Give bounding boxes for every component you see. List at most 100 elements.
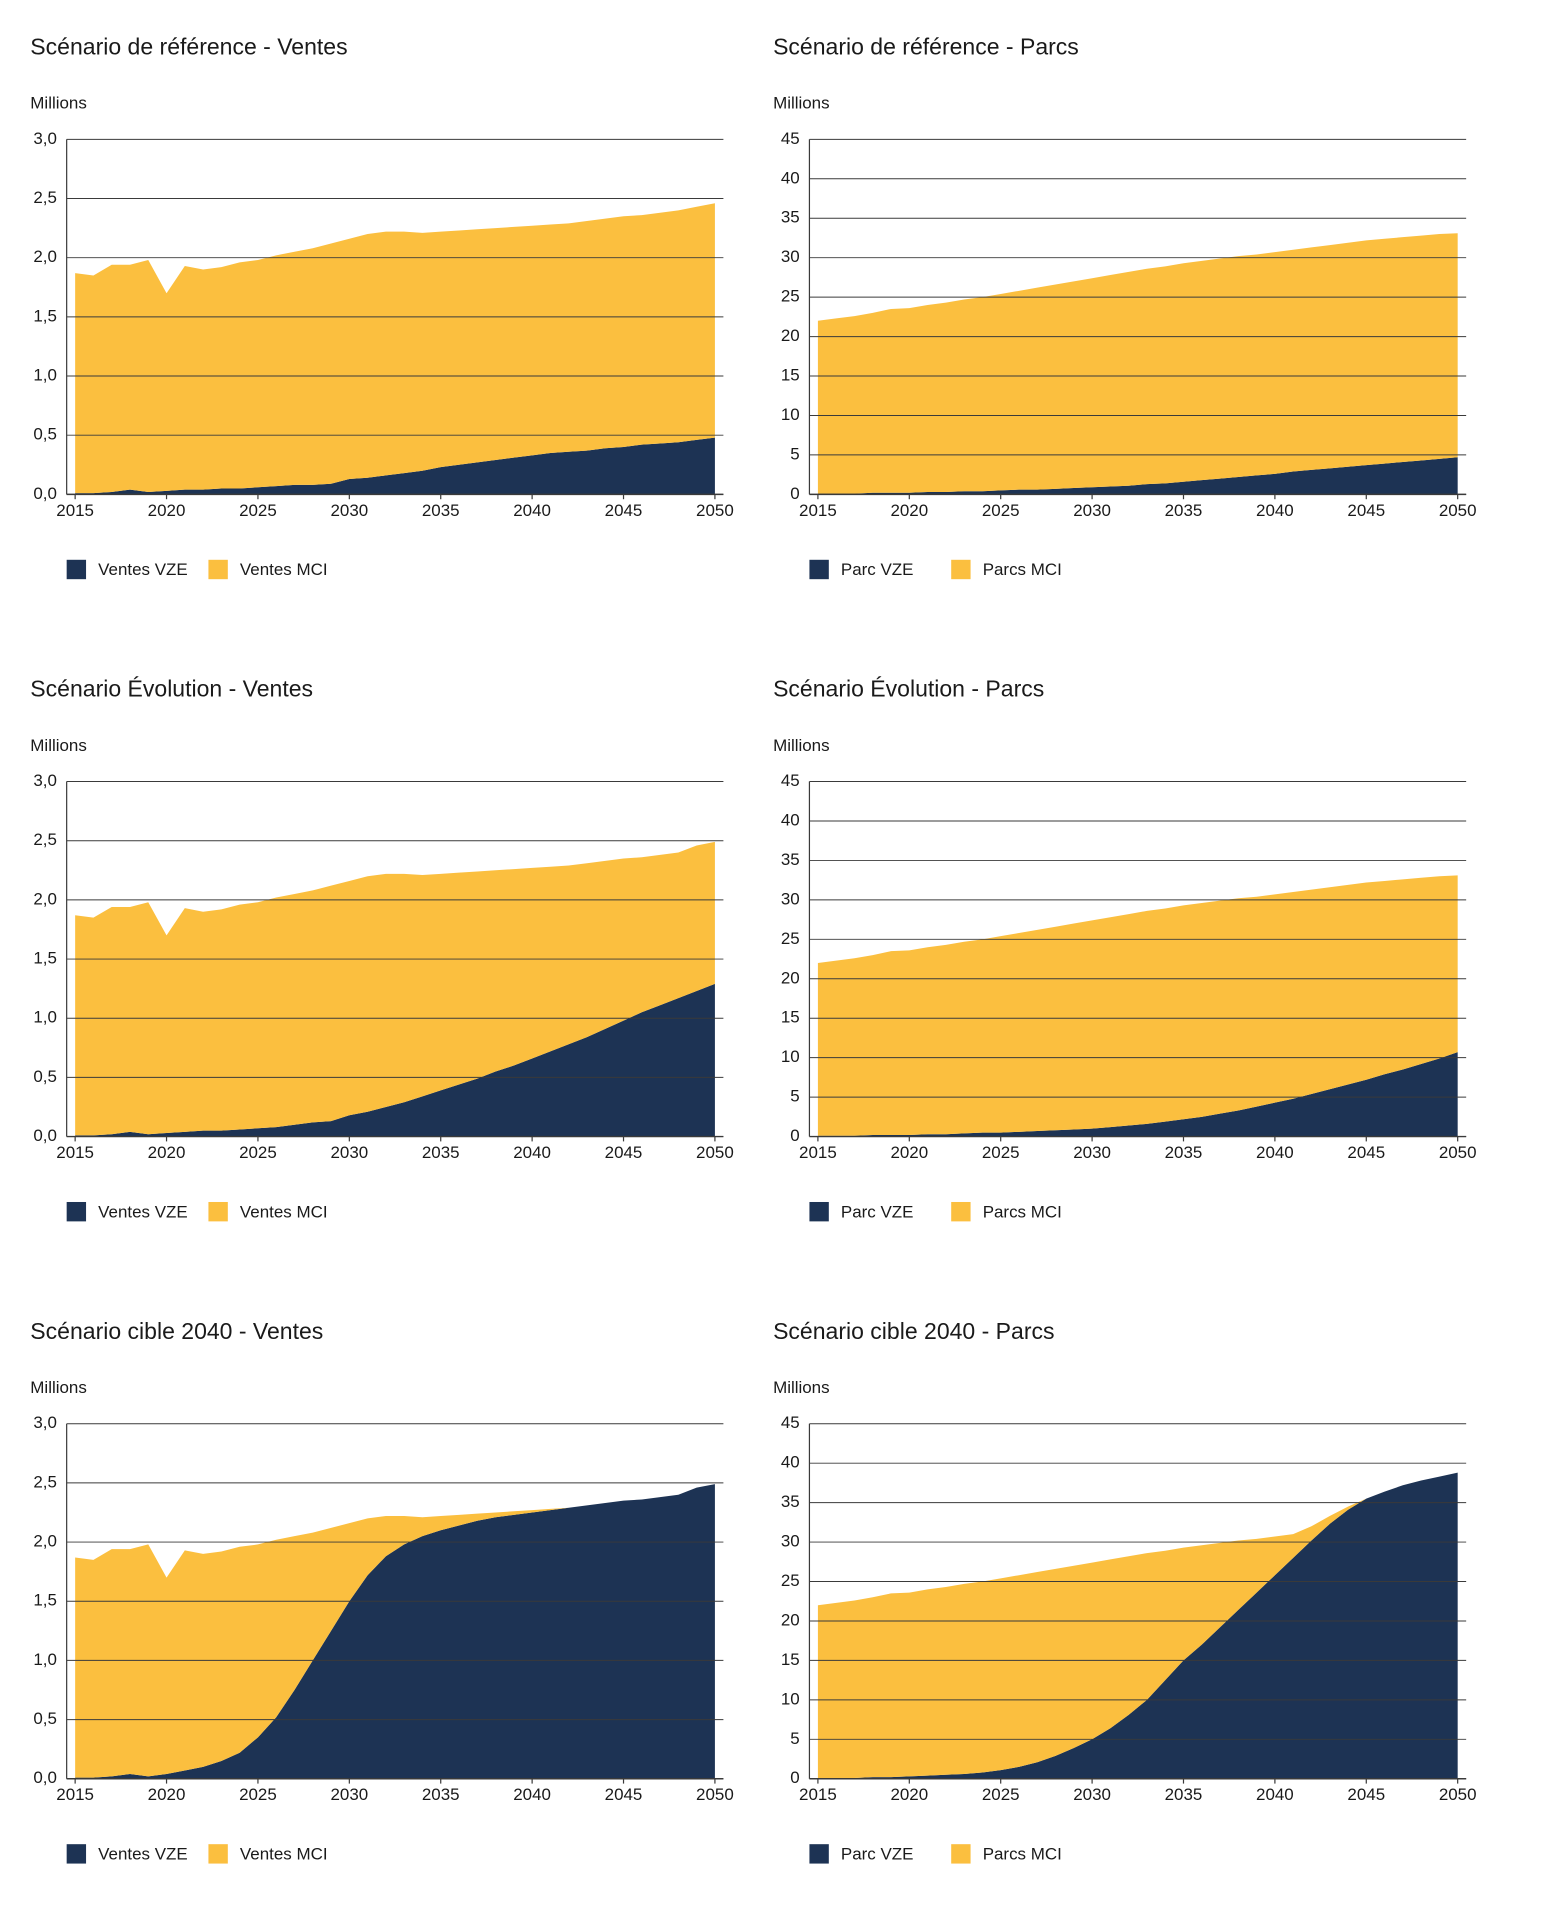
x-tick-label: 2050	[696, 1143, 734, 1162]
x-tick-label: 2030	[330, 1143, 368, 1162]
x-tick-label: 2035	[422, 1143, 460, 1162]
x-tick-label: 2035	[1165, 1785, 1203, 1804]
y-tick-label: 20	[781, 1610, 800, 1629]
y-tick-label: 30	[781, 889, 800, 908]
y-tick-label: 0,0	[33, 1768, 57, 1787]
chart-title: Scénario cible 2040 - Parcs	[773, 1318, 1054, 1344]
y-tick-label: 35	[781, 208, 800, 227]
x-tick-label: 2050	[1439, 501, 1477, 520]
area	[75, 983, 715, 1137]
x-tick-label: 2045	[605, 1785, 643, 1804]
y-tick-label: 30	[781, 247, 800, 266]
x-tick-label: 2035	[1165, 501, 1203, 520]
legend-label: Ventes MCI	[240, 1845, 328, 1864]
y-tick-label: 1,0	[33, 366, 57, 385]
x-tick-label: 2035	[1165, 1143, 1203, 1162]
y-tick-label: 0,0	[33, 1126, 57, 1145]
legend-label: Parc VZE	[841, 560, 914, 579]
legend-swatch	[809, 1201, 829, 1222]
chart: Scénario Évolution - Parcs Millions 0 5 10 15…	[773, 676, 1476, 1222]
x-tick-label: 2030	[330, 501, 368, 520]
y-tick-label: 25	[781, 929, 800, 948]
legend-label: Ventes VZE	[98, 1845, 188, 1864]
x-tick-label: 2025	[239, 1785, 277, 1804]
x-tick-label: 2025	[982, 1143, 1020, 1162]
y-tick-label: 0,0	[33, 484, 57, 503]
chart: Scénario de référence - Parcs Millions 0 5 1…	[773, 34, 1476, 580]
legend-swatch	[66, 1844, 87, 1864]
y-tick-label: 5	[790, 1729, 799, 1748]
y-tick-label: 2,5	[33, 1472, 57, 1491]
chart-title: Scénario Évolution - Ventes	[30, 676, 313, 702]
area	[817, 1472, 1458, 1779]
y-tick-label: 1,0	[33, 1008, 57, 1027]
y-tick-label: 1,0	[33, 1650, 57, 1669]
x-tick-label: 2015	[56, 1143, 94, 1162]
y-axis-label: Millions	[773, 736, 830, 755]
x-tick-label: 2040	[1256, 1143, 1294, 1162]
y-tick-label: 15	[781, 1008, 800, 1027]
y-tick-label: 2,5	[33, 188, 57, 207]
chart: Scénario cible 2040 - Parcs Millions 0 5 10 1…	[773, 1318, 1476, 1864]
x-tick-label: 2015	[799, 1785, 837, 1804]
y-tick-label: 40	[781, 1453, 800, 1472]
y-tick-label: 1,5	[33, 1591, 57, 1610]
y-tick-label: 2,0	[33, 1532, 57, 1551]
y-tick-label: 3,0	[33, 771, 57, 790]
x-tick-label: 2025	[239, 501, 277, 520]
x-tick-label: 2020	[890, 1143, 928, 1162]
y-tick-label: 0,5	[33, 425, 57, 444]
area	[75, 203, 715, 494]
y-tick-label: 45	[781, 771, 800, 790]
y-tick-label: 0	[790, 484, 799, 503]
y-tick-label: 15	[781, 366, 800, 385]
y-axis-label: Millions	[30, 736, 87, 755]
y-tick-label: 40	[781, 810, 800, 829]
y-axis-label: Millions	[30, 94, 87, 113]
area	[75, 1484, 715, 1779]
y-tick-label: 35	[781, 850, 800, 869]
y-tick-label: 15	[781, 1650, 800, 1669]
x-tick-label: 2045	[1347, 501, 1385, 520]
y-tick-label: 3,0	[33, 1413, 57, 1432]
y-tick-label: 40	[781, 168, 800, 187]
legend-label: Ventes VZE	[98, 1202, 188, 1221]
x-tick-label: 2015	[799, 1143, 837, 1162]
y-axis-label: Millions	[773, 1378, 830, 1397]
y-tick-label: 45	[781, 1413, 800, 1432]
legend-swatch	[208, 1844, 228, 1864]
x-tick-label: 2030	[1073, 1143, 1111, 1162]
y-tick-label: 2,0	[33, 889, 57, 908]
y-tick-label: 5	[790, 444, 799, 463]
x-tick-label: 2015	[56, 1785, 94, 1804]
chart: Scénario cible 2040 - Ventes Millions 0,0 0…	[30, 1318, 733, 1864]
x-tick-label: 2025	[982, 501, 1020, 520]
x-tick-label: 2045	[605, 1143, 643, 1162]
chart-title: Scénario cible 2040 - Ventes	[30, 1318, 323, 1344]
y-tick-label: 20	[781, 968, 800, 987]
legend-label: Parc VZE	[841, 1202, 914, 1221]
y-tick-label: 0,5	[33, 1709, 57, 1728]
legend-label: Ventes MCI	[240, 1202, 328, 1221]
y-tick-label: 1,5	[33, 949, 57, 968]
legend-label: Parcs MCI	[983, 560, 1062, 579]
y-tick-label: 0	[790, 1768, 799, 1787]
x-tick-label: 2045	[1347, 1785, 1385, 1804]
y-axis-label: Millions	[773, 94, 830, 113]
area	[817, 1472, 1458, 1778]
y-tick-label: 10	[781, 1047, 800, 1066]
x-tick-label: 2020	[890, 501, 928, 520]
x-tick-label: 2020	[148, 1785, 186, 1804]
x-tick-label: 2040	[513, 501, 551, 520]
x-tick-label: 2015	[56, 501, 94, 520]
y-tick-label: 3,0	[33, 129, 57, 148]
x-tick-label: 2040	[1256, 1785, 1294, 1804]
area	[817, 233, 1458, 494]
chart-title: Scénario de référence - Ventes	[30, 34, 347, 60]
area	[817, 1052, 1458, 1137]
x-tick-label: 2035	[422, 501, 460, 520]
chart-title: Scénario Évolution - Parcs	[773, 676, 1044, 702]
y-tick-label: 35	[781, 1492, 800, 1511]
y-tick-label: 30	[781, 1532, 800, 1551]
